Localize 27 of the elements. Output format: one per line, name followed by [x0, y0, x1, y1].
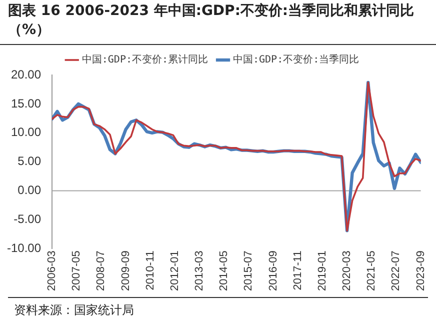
x-tick-label: 2023-09	[414, 250, 427, 292]
y-tick-label: 0.00	[18, 183, 42, 198]
y-tick-label: 10.00	[10, 125, 42, 140]
x-tick-label: 2016-09	[267, 250, 280, 292]
x-tick-label: 2007-05	[70, 250, 83, 292]
x-tick-label: 2022-07	[390, 250, 402, 292]
x-tick-label: 2019-01	[316, 250, 328, 292]
legend-label: 中国:GDP:不变价:当季同比	[233, 54, 360, 66]
y-tick-label: -5.00	[14, 212, 42, 226]
y-tick-label: 20.00	[10, 67, 42, 82]
text: 资料来源：国家统计局	[14, 302, 135, 319]
y-tick-label: -10.00	[6, 240, 42, 255]
x-tick-label: 2010-11	[144, 250, 156, 290]
x-tick-label: 2008-07	[95, 250, 108, 292]
y-tick-label: 5.00	[18, 154, 42, 168]
x-tick-label: 2014-05	[218, 250, 230, 292]
legend-label: 中国:GDP:不变价:累计同比	[82, 54, 208, 66]
chart-title: 图表 16 2006-2023 年中国:GDP:不变价:当季同比和累计同比（%）	[0, 0, 436, 45]
x-tick-label: 2009-09	[120, 250, 132, 292]
x-tick-label: 2013-03	[194, 250, 206, 292]
x-tick-label: 2020-03	[341, 250, 354, 292]
x-tick-label: 2006-03	[46, 250, 58, 292]
y-tick-label: 15.00	[10, 96, 42, 110]
x-tick-label: 2017-11	[292, 250, 304, 290]
x-tick-label: 2021-05	[366, 250, 378, 292]
x-tick-label: 2015-07	[242, 250, 255, 292]
x-tick-label: 2012-01	[168, 250, 181, 292]
